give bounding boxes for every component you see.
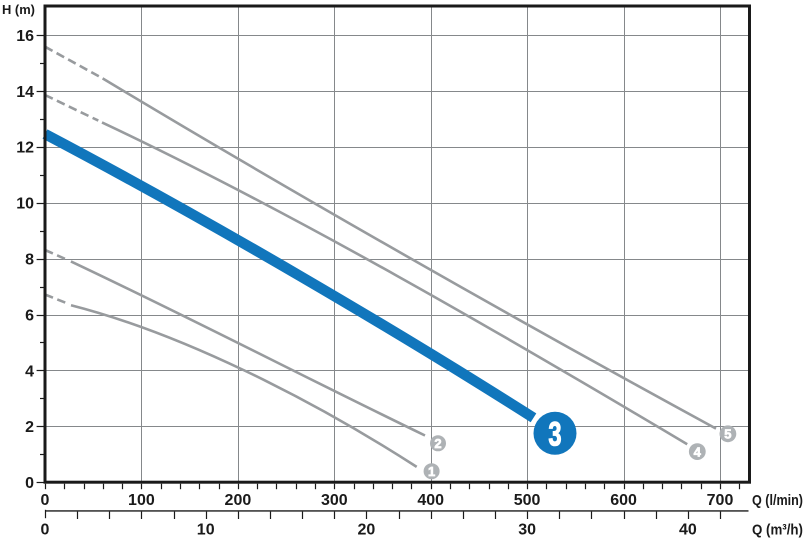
svg-text:200: 200: [225, 492, 252, 509]
svg-text:Q (l/min): Q (l/min): [752, 492, 803, 509]
svg-text:2: 2: [25, 419, 34, 436]
svg-text:2: 2: [434, 436, 441, 451]
svg-text:600: 600: [610, 492, 637, 509]
svg-text:300: 300: [321, 492, 348, 509]
svg-text:8: 8: [25, 252, 34, 269]
svg-text:4: 4: [25, 363, 34, 380]
svg-text:14: 14: [16, 84, 34, 101]
svg-text:500: 500: [514, 492, 541, 509]
svg-text:5: 5: [724, 427, 731, 442]
svg-text:10: 10: [197, 522, 215, 539]
svg-text:0: 0: [41, 492, 50, 509]
svg-text:12: 12: [16, 140, 34, 157]
svg-text:6: 6: [25, 307, 34, 324]
svg-text:0: 0: [41, 522, 50, 539]
svg-text:10: 10: [16, 196, 34, 213]
svg-text:700: 700: [707, 492, 734, 509]
svg-text:40: 40: [679, 522, 697, 539]
svg-text:16: 16: [16, 28, 34, 45]
svg-text:3: 3: [548, 415, 561, 453]
svg-text:400: 400: [417, 492, 444, 509]
svg-text:0: 0: [25, 475, 34, 492]
svg-text:20: 20: [358, 522, 376, 539]
svg-text:30: 30: [518, 522, 536, 539]
svg-text:4: 4: [694, 444, 702, 459]
svg-text:100: 100: [128, 492, 155, 509]
svg-text:Q (m³/h): Q (m³/h): [752, 522, 803, 539]
svg-text:H (m): H (m): [2, 3, 35, 17]
svg-text:1: 1: [428, 464, 435, 479]
